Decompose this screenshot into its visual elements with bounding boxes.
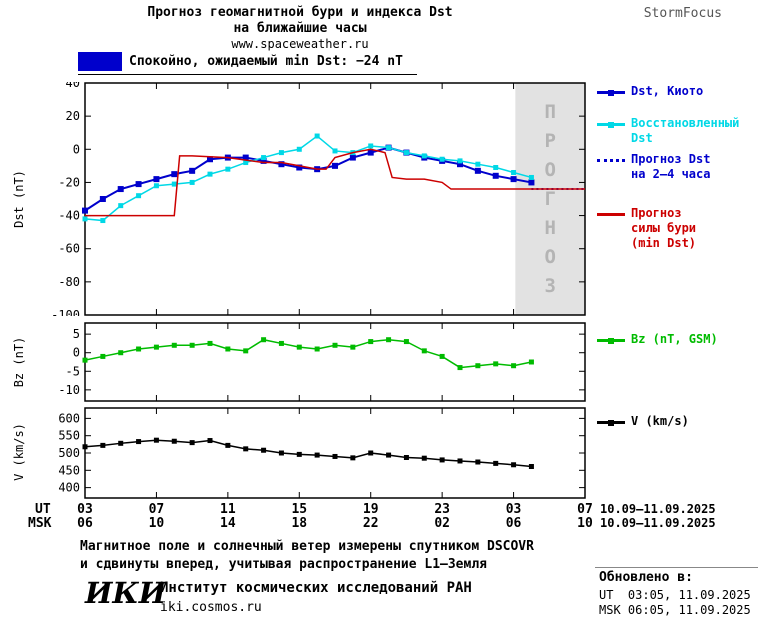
svg-text:500: 500 (58, 446, 80, 460)
x-tick-label: 22 (362, 516, 379, 531)
ut-row-label: UT (35, 502, 51, 517)
x-tick-label: 10 (148, 516, 165, 531)
svg-text:600: 600 (58, 411, 80, 425)
svg-text:-40: -40 (58, 209, 80, 223)
measurement-note-line1: Магнитное поле и солнечный ветер измерен… (80, 539, 534, 554)
legend-line-sample (597, 213, 625, 216)
status-text: Спокойно, ожидаемый min Dst: −24 nT (129, 54, 403, 69)
legend-item-v: V (km/s) (597, 414, 759, 429)
legend-line-sample (597, 338, 625, 344)
legend-square-marker (608, 90, 614, 96)
legend-square-marker (608, 338, 614, 344)
legend-square-marker (608, 420, 614, 426)
x-tick-label: 18 (291, 516, 308, 531)
legend-item-storm-strength: Прогноз силы бури (min Dst) (597, 206, 759, 251)
svg-text:-80: -80 (58, 275, 80, 289)
svg-text:П: П (544, 101, 555, 123)
status-color-swatch (78, 52, 122, 71)
bz-chart: 5 0 -5 -10 (58, 322, 586, 402)
x-tick-label: 02 (434, 516, 450, 531)
x-axis-ut-row: UT 10.09—11.09.2025 03 07 11 15 19 23 03 07 (35, 502, 760, 517)
legend-item-restored-dst: Восстановленный Dst (597, 116, 759, 146)
x-tick-label: 10 (577, 516, 593, 531)
svg-text:20: 20 (66, 109, 80, 123)
svg-text:-60: -60 (58, 242, 80, 256)
x-tick-label: 23 (434, 502, 450, 517)
updated-msk-time: MSK 06:05, 11.09.2025 (599, 603, 751, 617)
measurement-note-line2: и сдвинуты вперед, учитывая распростране… (80, 557, 487, 572)
x-tick-label: 11 (220, 502, 236, 517)
svg-text:550: 550 (58, 429, 80, 443)
institute-name: Институт космических исследований РАН (160, 580, 472, 596)
legend-label: Прогноз силы бури (min Dst) (631, 206, 697, 250)
svg-text:Н: Н (544, 217, 555, 239)
page-title-line2: на ближайшие часы (233, 21, 367, 36)
x-tick-label: 03 (505, 502, 522, 517)
x-tick-label: 15 (291, 502, 308, 517)
svg-text:450: 450 (58, 463, 80, 477)
measurement-note: Магнитное поле и солнечный ветер измерен… (80, 538, 534, 574)
legend-line-sample (597, 122, 625, 128)
svg-text:5: 5 (73, 327, 80, 341)
svg-text:З: З (544, 275, 555, 297)
bz-axis-label: Bz (nT) (12, 336, 26, 388)
updated-label: Обновлено в: (599, 570, 693, 585)
page-title-line1: Прогноз геомагнитной бури и индекса Dst (147, 5, 453, 20)
x-tick-label: 07 (148, 502, 165, 517)
updated-divider (595, 567, 758, 568)
iki-logo: ИКИ (85, 576, 167, 610)
x-tick-label: 07 (577, 502, 593, 517)
ut-date-range: 10.09—11.09.2025 (600, 502, 716, 516)
svg-text:-10: -10 (58, 383, 80, 397)
svg-text:Р: Р (544, 130, 555, 152)
legend-line-sample (597, 90, 625, 96)
brand-label: StormFocus (643, 6, 722, 21)
status-banner: Спокойно, ожидаемый min Dst: −24 nT (78, 52, 417, 75)
site-link[interactable]: www.spaceweather.ru (231, 37, 369, 51)
x-axis-msk-row: MSK 10.09—11.09.2025 06 10 14 18 22 02 06 10 (28, 516, 760, 531)
legend-square-marker (608, 122, 614, 128)
v-chart: 600 550 500 450 400 (58, 407, 586, 499)
svg-text:Г: Г (544, 188, 555, 210)
x-tick-label: 03 (77, 502, 93, 517)
legend-label: Bz (nT, GSM) (631, 332, 718, 346)
v-axis-label: V (km/s) (12, 423, 26, 481)
svg-text:40: 40 (66, 82, 80, 90)
x-tick-label: 19 (362, 502, 379, 517)
x-tick-label: 14 (220, 516, 236, 531)
x-tick-label: 06 (505, 516, 522, 531)
legend-dotted-line-sample (597, 159, 625, 162)
svg-text:-100: -100 (51, 308, 80, 316)
svg-text:0: 0 (73, 346, 80, 360)
legend-label: Восстановленный Dst (631, 116, 740, 145)
svg-text:-20: -20 (58, 175, 80, 189)
legend-line-sample (597, 420, 625, 426)
svg-text:О: О (544, 246, 555, 268)
msk-row-label: MSK (28, 516, 52, 531)
legend-label: Dst, Киото (631, 84, 704, 98)
svg-text:0: 0 (73, 142, 80, 156)
legend-item-dst-kyoto: Dst, Киото (597, 84, 759, 99)
svg-text:О: О (544, 159, 555, 181)
dst-axis-label: Dst (nT) (12, 170, 26, 228)
msk-date-range: 10.09—11.09.2025 (600, 516, 716, 530)
legend-label: V (km/s) (631, 414, 689, 428)
legend-item-forecast-dst: Прогноз Dst на 2—4 часа (597, 152, 759, 182)
x-tick-label: 06 (77, 516, 93, 531)
svg-text:400: 400 (58, 481, 80, 495)
updated-ut-time: UT 03:05, 11.09.2025 (599, 588, 751, 602)
legend-label: Прогноз Dst на 2—4 часа (631, 152, 711, 181)
institute-url-link[interactable]: iki.cosmos.ru (160, 600, 262, 615)
legend-item-bz: Bz (nT, GSM) (597, 332, 759, 347)
svg-text:-5: -5 (66, 364, 80, 378)
